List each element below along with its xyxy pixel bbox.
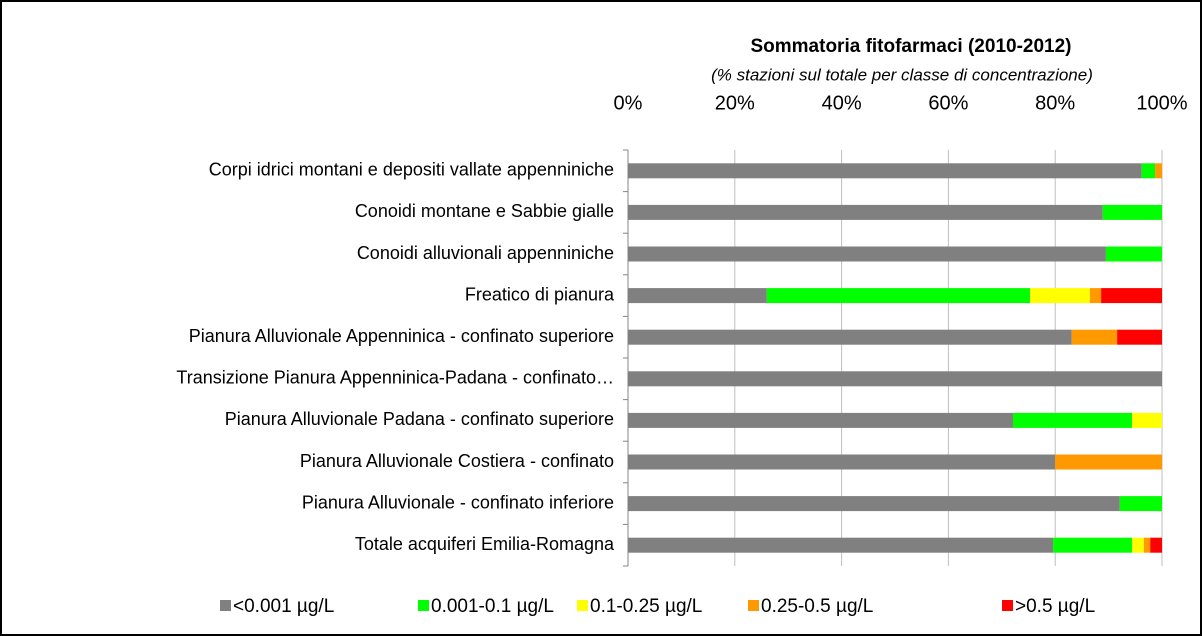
bar-segment (628, 496, 1120, 512)
x-tick-label: 0% (614, 92, 643, 114)
bar-segment (628, 246, 1106, 262)
x-tick-label: 20% (715, 92, 755, 114)
legend-swatch (748, 600, 759, 611)
legend-swatch (220, 600, 231, 611)
legend-label: 0.001-0.1 µg/L (431, 596, 554, 617)
legend-label: 0.25-0.5 µg/L (761, 596, 873, 617)
bar-segment (766, 288, 1031, 304)
bar-segment (628, 163, 1142, 179)
bar-segment (1132, 412, 1162, 428)
bar-segment (1053, 537, 1133, 553)
bar-segment (1143, 537, 1151, 553)
y-tick-label: Pianura Alluvionale - confinato inferior… (302, 492, 614, 512)
bar-segment (1119, 496, 1162, 512)
y-tick-label: Conoidi alluvionali appenniniche (357, 243, 614, 263)
legend-label: >0.5 µg/L (1015, 596, 1095, 617)
bar-segment (628, 537, 1054, 553)
bar-segment (628, 412, 1014, 428)
bar-segment (1055, 454, 1162, 470)
legend-swatch (418, 600, 429, 611)
x-tick-label: 80% (1035, 92, 1075, 114)
y-tick-label: Pianura Alluvionale Padana - confinato s… (225, 409, 614, 429)
bar-segment (628, 329, 1072, 345)
legend-label: 0.1-0.25 µg/L (590, 596, 702, 617)
y-tick-label: Corpi idrici montani e depositi vallate … (209, 160, 614, 180)
y-tick-label: Transizione Pianura Appenninica-Padana -… (176, 368, 614, 388)
bar-segment (1013, 412, 1133, 428)
chart-subtitle: (% stazioni sul totale per classe di con… (711, 65, 1093, 84)
legend-swatch (1002, 600, 1013, 611)
bar-segment (1030, 288, 1090, 304)
bar-segment (1102, 204, 1162, 220)
bar-segment (1089, 288, 1102, 304)
x-tick-label: 60% (928, 92, 968, 114)
legend-swatch (577, 600, 588, 611)
bar-segment (1101, 288, 1162, 304)
y-tick-label: Totale acquiferi Emilia-Romagna (355, 534, 615, 554)
chart-title: Sommatoria fitofarmaci (2010-2012) (750, 36, 1071, 57)
bar-segment (628, 204, 1103, 220)
bar-segment (628, 288, 767, 304)
legend-label: <0.001 µg/L (233, 596, 334, 617)
bar-segment (1150, 537, 1162, 553)
bar-segment (1155, 163, 1162, 179)
x-tick-label: 40% (822, 92, 862, 114)
bar-segment (1071, 329, 1118, 345)
bar-segment (628, 371, 1162, 387)
y-tick-label: Freatico di pianura (465, 284, 615, 304)
bar-segment (628, 454, 1056, 470)
y-tick-label: Pianura Alluvionale Costiera - confinato (300, 451, 614, 471)
y-tick-label: Pianura Alluvionale Appenninica - confin… (189, 326, 614, 346)
bar-segment (1105, 246, 1162, 262)
x-tick-label: 100% (1136, 92, 1187, 114)
bar-segment (1117, 329, 1162, 345)
bar-segment (1132, 537, 1144, 553)
bar-segment (1141, 163, 1156, 179)
y-tick-label: Conoidi montane e Sabbie gialle (355, 201, 614, 221)
